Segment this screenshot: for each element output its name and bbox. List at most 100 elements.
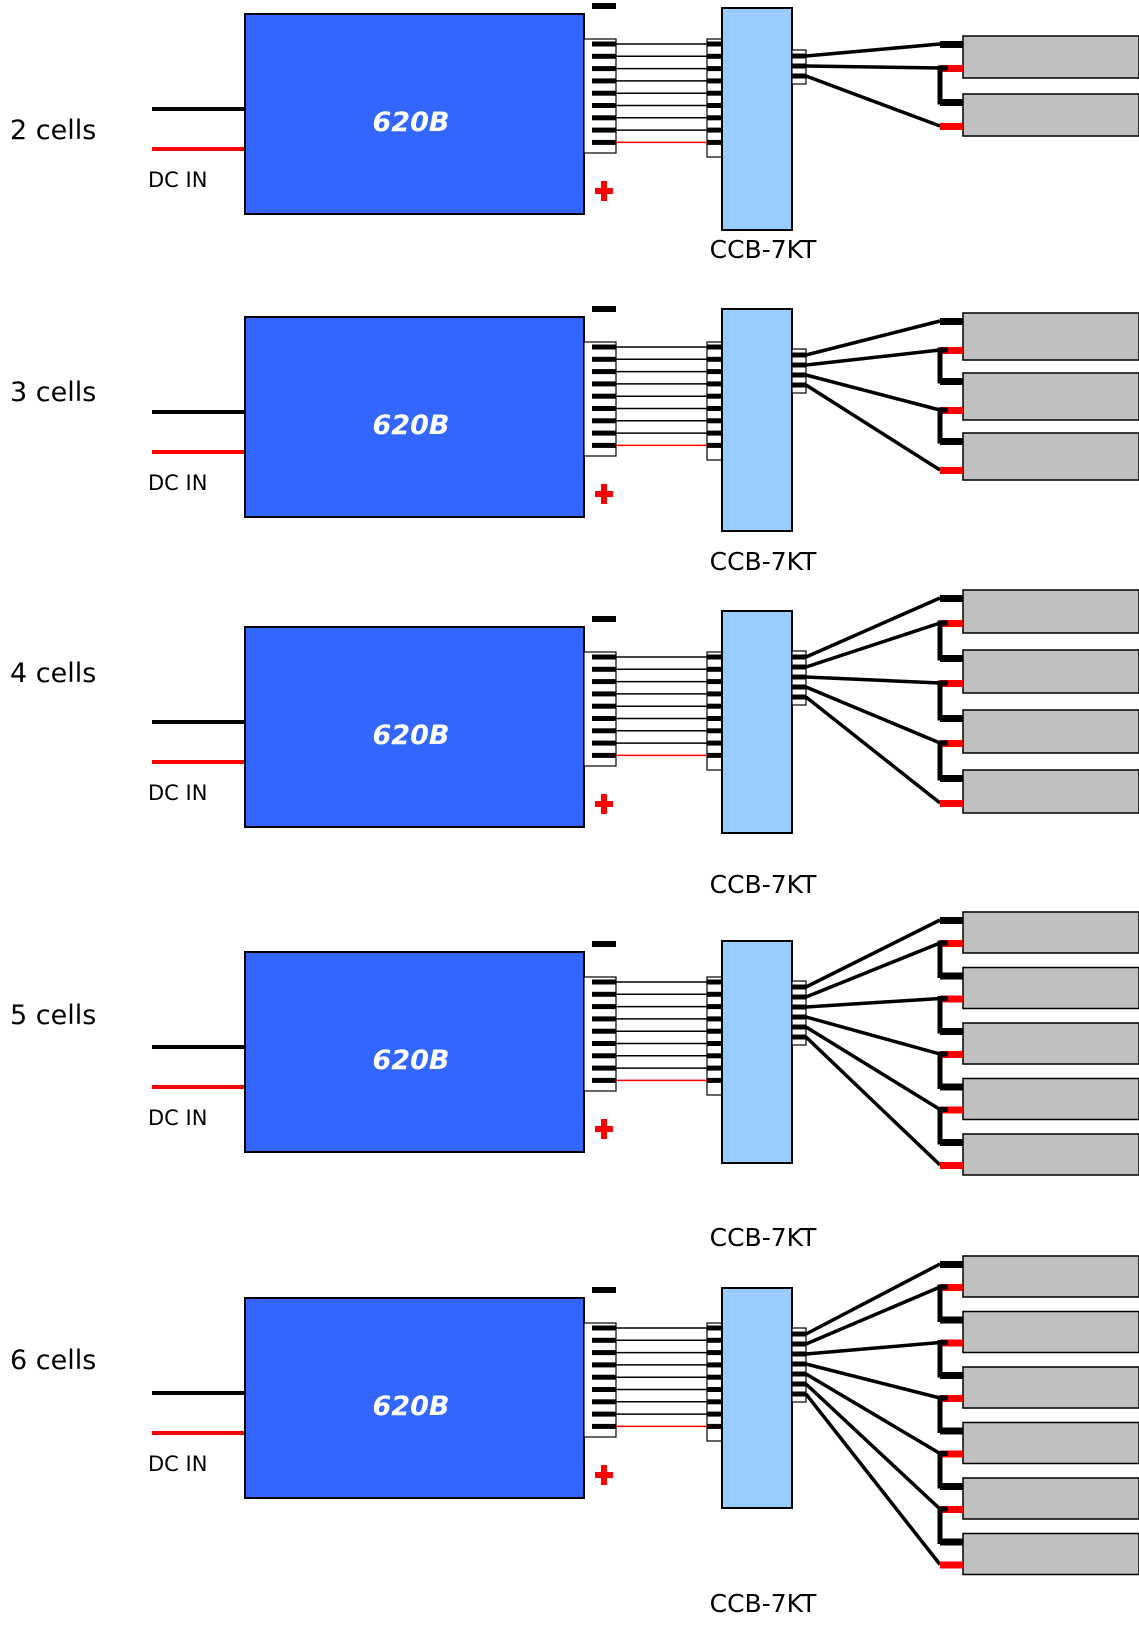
cell-negative-terminal <box>940 972 963 980</box>
positive-mark-vertical <box>601 1465 607 1485</box>
board-pin <box>707 103 722 108</box>
cell-balance-wire <box>805 996 941 1009</box>
cell-negative-terminal <box>940 655 963 662</box>
charger-box <box>244 316 585 518</box>
charger-pin <box>592 716 616 721</box>
series-link <box>937 1284 948 1322</box>
cell-count-label: 5 cells <box>10 1000 96 1031</box>
charger-pin <box>592 66 616 72</box>
charger-pin <box>592 1325 616 1331</box>
charger-pin <box>592 1411 616 1417</box>
charger-pin <box>592 393 616 399</box>
series-link <box>937 65 948 105</box>
positive-mark-vertical <box>601 1119 607 1139</box>
charger-pin <box>592 369 616 375</box>
charger-label: 620B <box>373 1391 450 1422</box>
board-pin <box>707 442 722 448</box>
board-pin <box>707 393 722 399</box>
charger-pin <box>592 344 616 350</box>
board-pin <box>707 127 722 133</box>
battery-cell <box>962 966 1139 1010</box>
cell-count-label: 4 cells <box>10 658 96 689</box>
board-output-pin <box>792 1371 806 1377</box>
board-pin <box>707 1362 722 1368</box>
cell-negative-terminal <box>940 775 963 782</box>
board-pin <box>707 66 722 72</box>
charger-pin <box>592 1374 616 1380</box>
charger-pin <box>592 1423 616 1429</box>
board-pin <box>707 1325 722 1331</box>
charger-pin <box>592 103 616 108</box>
negative-mark <box>592 941 616 947</box>
cell-balance-wire <box>805 685 941 745</box>
cell-balance-wire <box>805 1025 941 1111</box>
config-row-5-cells: 5 cells DC IN 620B CCB-7KT <box>10 911 1139 1252</box>
cell-balance-wire <box>805 64 941 70</box>
charger-pin <box>592 356 616 362</box>
charger-label: 620B <box>373 107 450 138</box>
charger-pin <box>592 442 616 448</box>
board-label: CCB-7KT <box>710 235 817 264</box>
cell-positive-terminal <box>940 467 963 474</box>
dc-in-label: DC IN <box>148 1452 207 1476</box>
cell-count-label: 6 cells <box>10 1345 96 1376</box>
board-output-pin <box>792 694 806 700</box>
cell-positive-terminal <box>940 1561 963 1569</box>
charger-pin <box>592 1065 616 1071</box>
cell-positive-terminal <box>940 1106 963 1114</box>
board-pin <box>707 356 722 362</box>
cell-balance-wire <box>805 383 941 472</box>
battery-cell <box>962 372 1139 421</box>
board-pin <box>707 78 722 84</box>
board-output-pin <box>792 1391 806 1397</box>
dc-in-label: DC IN <box>148 471 207 495</box>
board-output-pin <box>792 1331 806 1337</box>
charger-pin <box>592 728 616 734</box>
charger-pin <box>592 381 616 387</box>
board-pin <box>707 752 722 758</box>
charger-pin <box>592 53 616 59</box>
battery-cell <box>962 93 1139 137</box>
battery-cell <box>962 1077 1139 1121</box>
cell-balance-wire <box>805 675 941 685</box>
charger-pin <box>592 430 616 436</box>
cell-negative-terminal <box>940 41 963 48</box>
battery-cell <box>962 589 1139 634</box>
positive-mark-vertical <box>601 181 607 201</box>
charger-pin <box>592 691 616 697</box>
battery-cell <box>962 1133 1139 1176</box>
board-pin <box>707 1065 722 1071</box>
cell-negative-terminal <box>940 99 963 106</box>
charger-pin <box>592 90 616 96</box>
series-link <box>937 1340 948 1378</box>
battery-cell <box>962 1421 1139 1465</box>
charger-pin <box>592 1387 616 1392</box>
charger-pin <box>592 406 616 411</box>
board-pin <box>707 41 722 47</box>
series-link <box>937 347 948 384</box>
cell-negative-terminal <box>940 595 963 602</box>
charger-pin <box>592 703 616 709</box>
board-output-pin <box>792 382 806 388</box>
cell-positive-terminal <box>940 407 963 414</box>
series-link <box>937 407 948 444</box>
board-output-pin <box>792 984 806 990</box>
cell-positive-terminal <box>940 680 963 687</box>
charger-box <box>244 626 585 828</box>
charger-pin <box>592 740 616 746</box>
charger-pin <box>592 1337 616 1343</box>
ccb-board <box>721 610 793 834</box>
series-link <box>937 680 948 721</box>
cell-positive-terminal <box>940 1284 963 1291</box>
cell-positive-terminal <box>940 1506 963 1513</box>
board-pin <box>707 691 722 697</box>
charger-pin <box>592 991 616 997</box>
charger-label: 620B <box>373 720 450 751</box>
cell-positive-terminal <box>940 1051 963 1058</box>
board-pin <box>707 369 722 375</box>
board-pin <box>707 991 722 997</box>
charger-pin <box>592 979 616 985</box>
board-label: CCB-7KT <box>710 870 817 899</box>
cell-negative-terminal <box>940 1427 963 1435</box>
